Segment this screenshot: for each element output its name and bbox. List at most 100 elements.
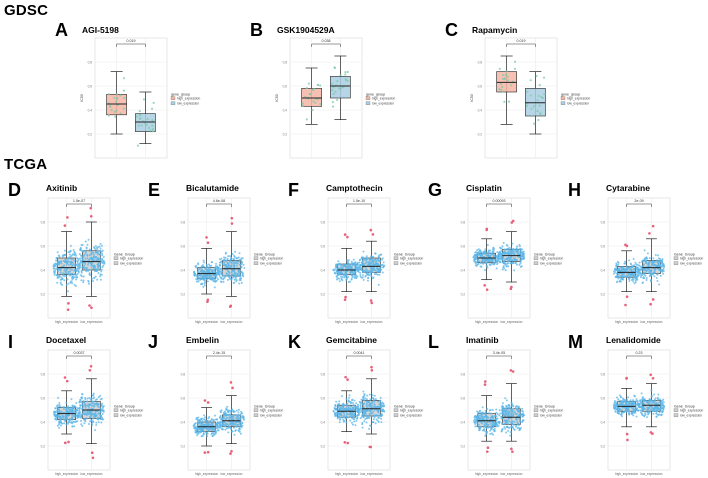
data-point	[351, 399, 354, 402]
y-tick-label: 0.4	[321, 421, 326, 425]
data-point	[214, 280, 217, 283]
data-point	[492, 248, 495, 251]
data-point	[230, 278, 233, 281]
data-point	[374, 257, 377, 260]
data-point	[70, 398, 73, 401]
data-point	[640, 268, 643, 271]
data-point	[650, 273, 653, 276]
p-value-label: 0.00093	[493, 199, 506, 203]
outlier-point	[66, 216, 69, 219]
data-point	[478, 409, 481, 412]
data-point	[495, 423, 498, 426]
data-point	[102, 264, 105, 267]
data-point	[196, 278, 199, 281]
data-point	[101, 418, 104, 421]
data-point	[498, 414, 501, 417]
data-point	[197, 268, 200, 271]
legend-entry: low_expression	[540, 414, 562, 418]
data-point	[377, 420, 380, 423]
plot-frame	[484, 37, 558, 159]
data-point	[203, 423, 206, 426]
data-point	[380, 258, 383, 261]
data-point	[76, 262, 79, 265]
outlier-point	[649, 302, 652, 306]
data-point	[362, 390, 365, 393]
data-point	[615, 272, 618, 275]
data-point	[240, 257, 243, 260]
outlier-point	[203, 399, 207, 402]
data-point	[203, 414, 206, 417]
data-point	[72, 420, 75, 423]
data-point	[372, 276, 375, 279]
y-tick-label: 0.2	[461, 293, 466, 297]
data-point	[351, 275, 354, 278]
data-point	[619, 396, 622, 399]
data-point	[84, 396, 87, 399]
data-point	[59, 269, 62, 272]
data-point	[377, 258, 380, 261]
data-point	[354, 261, 357, 264]
data-point	[653, 402, 656, 405]
outlier-point	[67, 302, 70, 305]
data-point	[366, 257, 369, 260]
data-point	[93, 413, 96, 416]
data-point	[365, 405, 368, 408]
data-point	[331, 82, 334, 85]
data-point	[68, 260, 71, 263]
data-point	[240, 423, 243, 426]
y-tick-label: 0.2	[181, 445, 186, 449]
data-point	[502, 255, 505, 258]
data-point	[203, 416, 206, 419]
data-point	[510, 408, 513, 411]
data-point	[195, 431, 198, 434]
data-point	[615, 262, 618, 265]
data-point	[71, 425, 74, 428]
data-point	[370, 262, 373, 265]
data-point	[208, 266, 211, 269]
data-point	[216, 426, 219, 429]
data-point	[351, 402, 354, 405]
data-point	[88, 254, 91, 257]
data-point	[374, 398, 377, 401]
data-point	[342, 403, 345, 406]
data-point	[519, 260, 522, 263]
data-point	[540, 95, 543, 99]
data-point	[71, 275, 74, 278]
data-point	[219, 421, 222, 424]
data-point	[358, 268, 361, 271]
data-point	[503, 259, 506, 262]
data-point	[203, 270, 206, 273]
data-point	[223, 276, 226, 279]
data-point	[659, 258, 662, 261]
data-point	[68, 408, 71, 411]
outlier-point	[206, 298, 210, 302]
data-point	[91, 394, 94, 397]
data-point	[151, 128, 154, 131]
data-point	[59, 418, 62, 421]
outlier-point	[486, 450, 489, 453]
data-point	[107, 114, 111, 117]
data-point	[206, 275, 209, 278]
panel-letter: B	[250, 20, 263, 40]
data-point	[612, 272, 615, 275]
data-point	[367, 276, 370, 279]
data-point	[508, 249, 511, 252]
data-point	[649, 399, 652, 402]
panel-title: Rapamycin	[472, 25, 518, 35]
data-point	[235, 264, 238, 267]
data-point	[231, 253, 234, 256]
data-point	[486, 421, 489, 424]
data-point	[123, 96, 126, 100]
data-point	[503, 415, 506, 418]
legend-entry: low_expression	[540, 262, 562, 266]
data-point	[72, 249, 75, 252]
data-point	[536, 110, 539, 113]
data-point	[335, 269, 338, 272]
data-point	[376, 267, 379, 270]
data-point	[493, 254, 496, 257]
data-point	[480, 254, 483, 257]
data-point	[338, 418, 341, 421]
data-point	[352, 406, 355, 409]
data-point	[500, 82, 503, 86]
data-point	[370, 406, 373, 409]
